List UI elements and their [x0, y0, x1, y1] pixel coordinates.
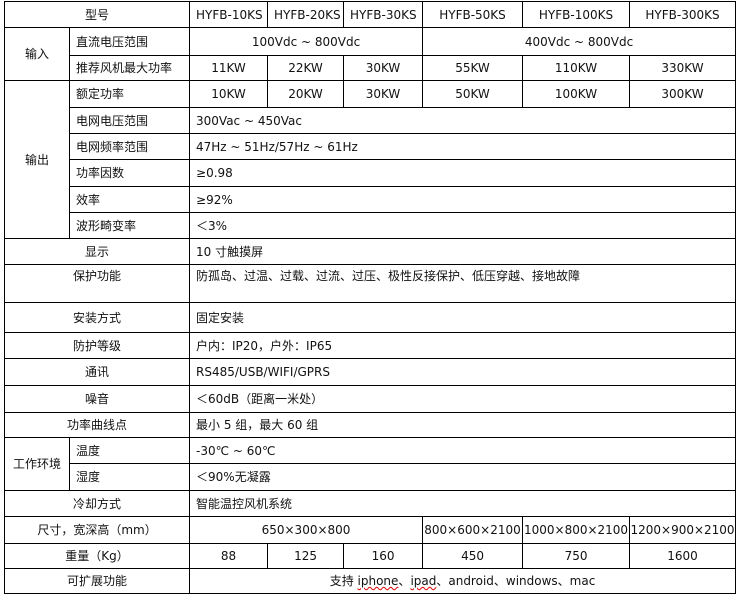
row-efficiency: 效率 ≥92%	[5, 186, 737, 213]
rated-power-value: 20KW	[267, 80, 345, 108]
model-300ks: HYFB-300KS	[629, 1, 737, 28]
cooling-value: 智能温控风机系统	[189, 490, 737, 517]
rated-power-value: 30KW	[343, 80, 424, 108]
output-group-label: 输出	[4, 80, 70, 239]
thd-value: ＜3%	[189, 212, 737, 239]
row-cooling: 冷却方式 智能温控风机系统	[3, 490, 737, 517]
power-factor-label: 功率因数	[68, 159, 191, 187]
rated-power-value: 50KW	[422, 80, 524, 108]
efficiency-value: ≥92%	[189, 186, 737, 213]
thd-label: 波形畸变率	[68, 212, 191, 239]
fan-power-value: 11KW	[189, 55, 269, 81]
model-20ks: HYFB-20KS	[267, 1, 345, 28]
row-power-factor: 功率因数 ≥0.98	[5, 159, 737, 187]
rated-power-value: 10KW	[189, 80, 269, 108]
protection-label: 保护功能	[3, 264, 191, 303]
humidity-label: 湿度	[68, 463, 191, 491]
row-grid-freq: 电网频率范围 47Hz ~ 51Hz/57Hz ~ 61Hz	[5, 133, 737, 160]
row-thd: 波形畸变率 ＜3%	[5, 212, 737, 239]
comm-value: RS485/USB/WIFI/GPRS	[189, 358, 737, 386]
model-50ks: HYFB-50KS	[422, 1, 524, 28]
row-fan-power: 推荐风机最大功率 11KW 22KW 30KW 55KW 110KW 330KW	[5, 55, 737, 81]
curve-label: 功率曲线点	[3, 412, 191, 438]
rated-power-label: 额定功率	[68, 80, 191, 108]
weight-value: 88	[189, 543, 269, 569]
rated-power-value: 300KW	[629, 80, 737, 108]
ext-ipad: ipad	[410, 574, 437, 588]
input-group-label: 输入	[4, 27, 70, 81]
humidity-value: ＜90%无凝露	[189, 463, 737, 491]
row-dc-range: 输入 直流电压范围 100Vdc ~ 800Vdc 400Vdc ~ 800Vd…	[4, 27, 737, 81]
size-value: 1000×800×2100	[522, 516, 631, 544]
env-group-label: 工作环境	[4, 437, 70, 491]
size-value: 1200×900×2100	[629, 516, 737, 544]
row-install: 安装方式 固定安装	[3, 302, 737, 333]
fan-power-value: 110KW	[522, 55, 631, 81]
ip-label: 防护等级	[3, 332, 191, 359]
efficiency-label: 效率	[68, 186, 191, 213]
weight-value: 160	[343, 543, 424, 569]
weight-label: 重量（Kg）	[3, 543, 191, 569]
ip-value: 户内：IP20，户外：IP65	[189, 332, 737, 359]
install-value: 固定安装	[189, 302, 737, 333]
temp-value: -30℃ ~ 60℃	[189, 437, 737, 464]
row-weight: 重量（Kg） 88 125 160 450 750 1600	[3, 543, 737, 569]
protection-value: 防孤岛、过温、过载、过流、过压、极性反接保护、低压穿越、接地故障	[189, 264, 737, 303]
grid-freq-value: 47Hz ~ 51Hz/57Hz ~ 61Hz	[189, 133, 737, 160]
fan-power-value: 30KW	[343, 55, 424, 81]
grid-voltage-value: 300Vac ~ 450Vac	[189, 107, 737, 134]
ext-rest: 、android、windows、mac	[436, 574, 596, 588]
fan-power-value: 330KW	[629, 55, 737, 81]
dc-range-low: 100Vdc ~ 800Vdc	[189, 27, 424, 56]
row-grid-voltage: 电网电压范围 300Vac ~ 450Vac	[5, 107, 737, 134]
comm-label: 通讯	[3, 358, 191, 386]
curve-value: 最小 5 组，最大 60 组	[189, 412, 737, 438]
weight-value: 125	[267, 543, 345, 569]
row-rated-power: 输出 额定功率 10KW 20KW 30KW 50KW 100KW 300KW	[4, 80, 737, 239]
weight-value: 1600	[629, 543, 737, 569]
row-comm: 通讯 RS485/USB/WIFI/GPRS	[3, 358, 737, 386]
ext-prefix: 支持	[329, 574, 358, 588]
row-ext: 可扩展功能 支持 iphone、ipad、android、windows、mac	[3, 568, 737, 594]
noise-label: 噪音	[3, 385, 191, 413]
model-100ks: HYFB-100KS	[522, 1, 631, 28]
rated-power-value: 100KW	[522, 80, 631, 108]
fan-power-label: 推荐风机最大功率	[68, 55, 191, 81]
row-size: 尺寸，宽深高（mm） 650×300×800 800×600×2100 1000…	[3, 516, 737, 544]
row-model: 型号 HYFB-10KS HYFB-20KS HYFB-30KS HYFB-50…	[3, 1, 737, 28]
ext-value: 支持 iphone、ipad、android、windows、mac	[189, 568, 737, 594]
row-curve: 功率曲线点 最小 5 组，最大 60 组	[3, 412, 737, 438]
model-10ks: HYFB-10KS	[189, 1, 269, 28]
grid-voltage-label: 电网电压范围	[68, 107, 191, 134]
size-value: 650×300×800	[189, 516, 424, 544]
row-noise: 噪音 ＜60dB（距离一米处）	[3, 385, 737, 413]
ext-label: 可扩展功能	[3, 568, 191, 594]
install-label: 安装方式	[3, 302, 191, 333]
ext-iphone: iphone	[357, 574, 399, 588]
fan-power-value: 55KW	[422, 55, 524, 81]
spec-table: 型号 HYFB-10KS HYFB-20KS HYFB-30KS HYFB-50…	[3, 1, 737, 594]
noise-value: ＜60dB（距离一米处）	[189, 385, 737, 413]
size-label: 尺寸，宽深高（mm）	[3, 516, 191, 544]
size-value: 800×600×2100	[422, 516, 524, 544]
row-ip: 防护等级 户内：IP20，户外：IP65	[3, 332, 737, 359]
dc-range-label: 直流电压范围	[68, 27, 191, 56]
cooling-label: 冷却方式	[3, 490, 191, 517]
row-humidity: 湿度 ＜90%无凝露	[5, 463, 737, 491]
row-display: 显示 10 寸触摸屏	[3, 238, 737, 265]
power-factor-value: ≥0.98	[189, 159, 737, 187]
fan-power-value: 22KW	[267, 55, 345, 81]
temp-label: 温度	[68, 437, 191, 464]
row-protection: 保护功能 防孤岛、过温、过载、过流、过压、极性反接保护、低压穿越、接地故障	[3, 264, 737, 303]
ext-sep: 、	[398, 574, 411, 588]
row-temp: 工作环境 温度 -30℃ ~ 60℃	[4, 437, 737, 491]
weight-value: 750	[522, 543, 631, 569]
model-label: 型号	[3, 1, 191, 28]
model-30ks: HYFB-30KS	[343, 1, 424, 28]
dc-range-high: 400Vdc ~ 800Vdc	[422, 27, 737, 56]
display-label: 显示	[3, 238, 191, 265]
grid-freq-label: 电网频率范围	[68, 133, 191, 160]
display-value: 10 寸触摸屏	[189, 238, 737, 265]
weight-value: 450	[422, 543, 524, 569]
